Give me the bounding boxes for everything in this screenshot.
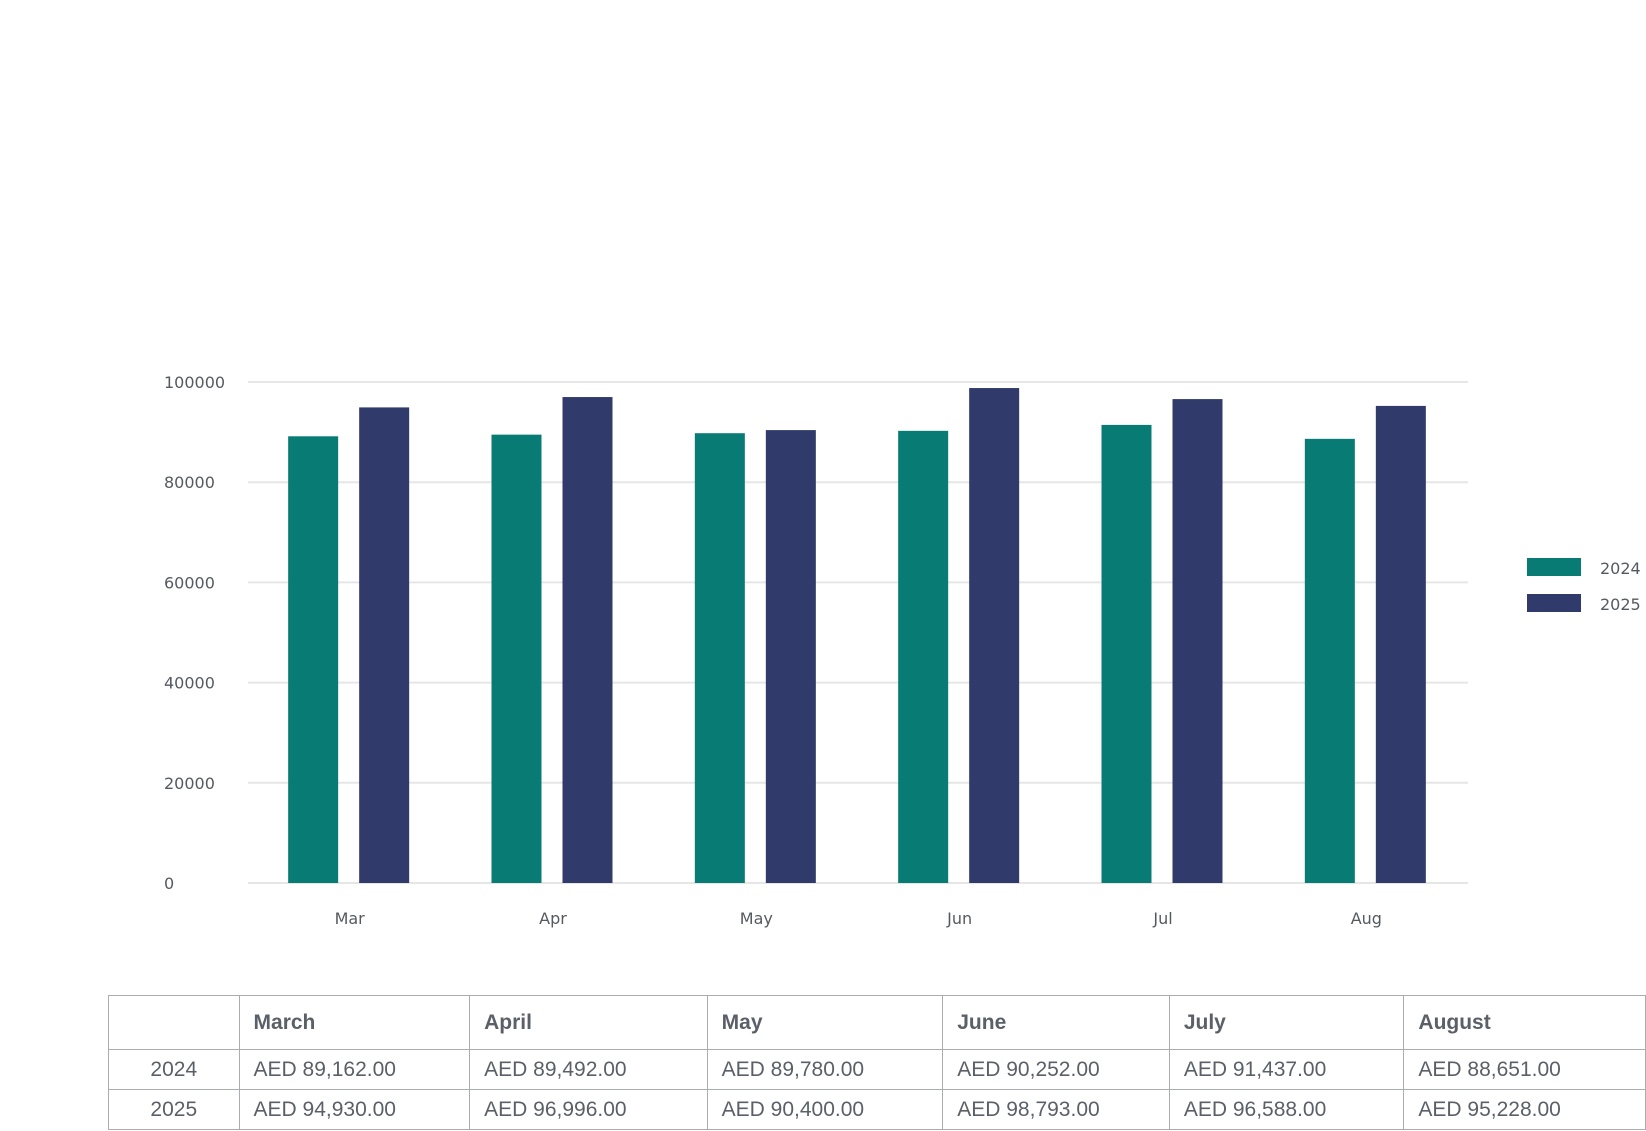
legend-label-2025: 2025 [1600, 595, 1641, 614]
x-tick-label: Aug [1351, 909, 1382, 928]
legend: 2024 2025 [1527, 558, 1641, 614]
y-tick-label: 80000 [164, 473, 215, 492]
table-row-label: 2024 [108, 1049, 240, 1090]
x-tick-label: Mar [335, 909, 366, 928]
table-row-label: 2025 [108, 1089, 240, 1130]
bars [288, 388, 1426, 883]
x-tick-label: Jun [946, 909, 972, 928]
x-tick-label: May [740, 909, 773, 928]
table-header-corner [108, 995, 240, 1050]
bar-2024-aug [1304, 438, 1355, 883]
table-cell: AED 90,252.00 [942, 1049, 1170, 1090]
bar-2024-apr [491, 434, 542, 883]
table-header-cell: July [1168, 995, 1405, 1050]
table-cell: AED 89,162.00 [238, 1049, 471, 1090]
x-axis-ticks: Mar Apr May Jun Jul Aug [335, 909, 1382, 928]
table-cell: AED 94,930.00 [238, 1089, 471, 1130]
bar-2025-jun [969, 388, 1020, 883]
x-tick-label: Apr [539, 909, 567, 928]
y-tick-label: 0 [164, 874, 174, 893]
bar-chart: 0 20000 40000 60000 80000 100000 Mar Apr May Jun… [164, 373, 1641, 928]
bar-2024-mar [288, 436, 339, 883]
y-axis-ticks: 0 20000 40000 60000 80000 100000 [164, 373, 225, 893]
table-row: 2024 AED 89,162.00 AED 89,492.00 AED 89,… [108, 1049, 1646, 1090]
y-tick-label: 60000 [164, 573, 215, 592]
bar-2025-aug [1375, 405, 1426, 883]
table-cell: AED 89,780.00 [706, 1049, 944, 1090]
y-tick-label: 100000 [164, 373, 225, 392]
table-header-cell: August [1403, 995, 1646, 1050]
table-header-cell: June [942, 995, 1170, 1050]
bar-2024-jun [898, 430, 949, 883]
legend-swatch-2024 [1527, 558, 1581, 576]
bar-2024-may [694, 433, 745, 883]
table-header-cell: May [706, 995, 944, 1050]
table-cell: AED 88,651.00 [1403, 1049, 1646, 1090]
table-cell: AED 96,996.00 [469, 1089, 708, 1130]
bar-2025-apr [562, 397, 613, 883]
table-cell: AED 98,793.00 [942, 1089, 1170, 1130]
x-tick-label: Jul [1152, 909, 1172, 928]
legend-label-2024: 2024 [1600, 559, 1641, 578]
table-header-cell: April [469, 995, 708, 1050]
bar-2025-may [765, 430, 816, 883]
table-header-row: March April May June July August [108, 995, 1646, 1050]
bar-2024-jul [1101, 424, 1152, 883]
y-tick-label: 20000 [164, 774, 215, 793]
table-cell: AED 90,400.00 [706, 1089, 944, 1130]
data-table: March April May June July August 2024 AE… [108, 995, 1646, 1130]
bar-2025-mar [359, 407, 410, 883]
grid-lines [248, 381, 1468, 884]
bar-2025-jul [1172, 399, 1223, 883]
y-tick-label: 40000 [164, 674, 215, 693]
table-row: 2025 AED 94,930.00 AED 96,996.00 AED 90,… [108, 1089, 1646, 1130]
table-cell: AED 91,437.00 [1168, 1049, 1405, 1090]
table-header-cell: March [238, 995, 471, 1050]
table-cell: AED 96,588.00 [1168, 1089, 1405, 1130]
table-cell: AED 89,492.00 [469, 1049, 708, 1090]
legend-swatch-2025 [1527, 594, 1581, 612]
table-cell: AED 95,228.00 [1403, 1089, 1646, 1130]
